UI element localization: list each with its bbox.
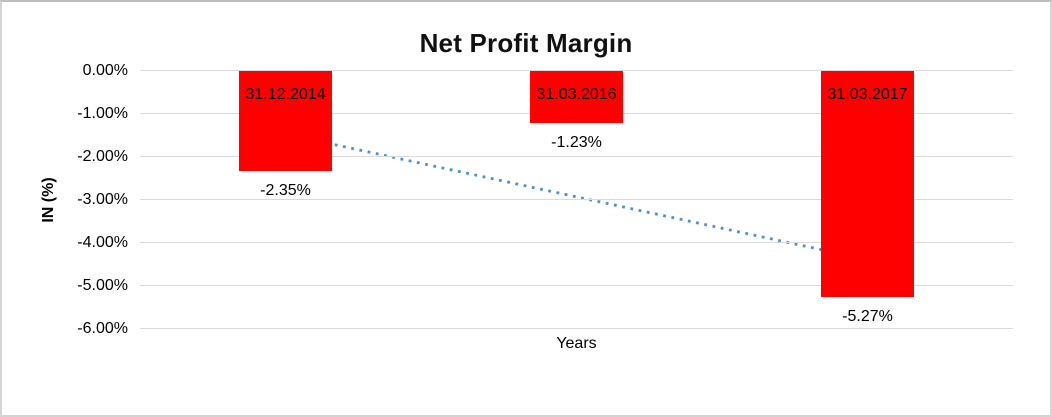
y-tick-label: -4.00% bbox=[77, 233, 128, 251]
category-label: 31.03.2017 bbox=[827, 86, 908, 103]
y-tick-label: 0.00% bbox=[82, 61, 128, 79]
category-label: 31.03.2016 bbox=[536, 86, 617, 103]
gridline bbox=[140, 241, 1013, 243]
y-tick-label: -3.00% bbox=[77, 190, 128, 208]
bar-31.03.2017 bbox=[821, 71, 914, 297]
bar-31.12.2014 bbox=[239, 71, 332, 172]
gridline bbox=[140, 155, 1013, 157]
gridline bbox=[140, 69, 1013, 71]
y-tick-label: -2.00% bbox=[77, 147, 128, 165]
trendline-layer bbox=[285, 132, 868, 261]
gridline bbox=[140, 327, 1013, 329]
gridline bbox=[140, 284, 1013, 286]
bar-31.03.2016 bbox=[530, 71, 623, 123]
value-label: -1.23% bbox=[551, 133, 602, 151]
y-tick-label: -6.00% bbox=[77, 319, 128, 337]
value-label: -5.27% bbox=[842, 307, 893, 325]
trendline bbox=[285, 132, 868, 261]
gridline bbox=[140, 198, 1013, 200]
y-tick-label: -5.00% bbox=[77, 276, 128, 294]
category-label: 31.12.2014 bbox=[245, 86, 326, 103]
y-tick-label: -1.00% bbox=[77, 104, 128, 122]
x-axis-title: Years bbox=[556, 335, 597, 352]
chart-title: Net Profit Margin bbox=[419, 28, 633, 58]
value-label: -2.35% bbox=[260, 182, 311, 200]
plot-area: 31.12.2014 -2.35% 31.03.2016 -1.23% 31.03.20… bbox=[140, 69, 1013, 329]
